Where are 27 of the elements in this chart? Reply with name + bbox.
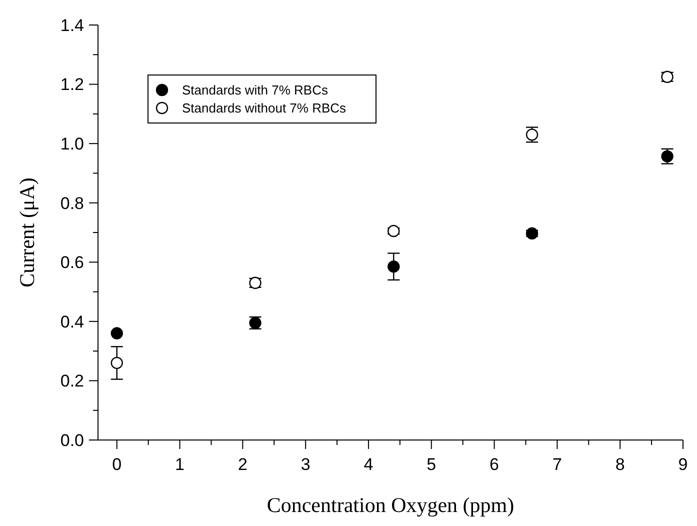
x-tick-label: 4 [364, 455, 374, 474]
y-tick-label: 0.6 [60, 253, 84, 272]
y-tick-label: 0.2 [60, 372, 84, 391]
y-tick-label: 0.0 [60, 430, 84, 450]
y-tick-label: 1.4 [60, 16, 84, 35]
y-axis-title: Current (μA) [15, 178, 39, 288]
x-tick-label: 3 [300, 455, 310, 474]
x-tick-label: 5 [426, 455, 436, 474]
y-tick-label: 1.2 [60, 75, 84, 94]
point [110, 356, 123, 370]
x-tick-label: 2 [238, 455, 248, 474]
legend-label: Standards without 7% RBCs [182, 100, 347, 116]
y-tick-label: 0.8 [60, 194, 84, 213]
x-tick-label: 6 [490, 455, 500, 474]
x-tick-label: 0 [112, 455, 122, 474]
x-axis-title: Concentration Oxygen (ppm) [266, 493, 514, 517]
x-tick-label: 7 [552, 455, 562, 474]
point [388, 260, 400, 273]
y-tick-label: 1.0 [60, 134, 84, 154]
point [110, 327, 123, 340]
y-tick-label: 0.4 [60, 312, 84, 332]
x-tick-label: 1 [175, 455, 185, 474]
point [388, 224, 400, 238]
x-tick-label: 8 [615, 455, 625, 474]
legend-label: Standards with 7% RBCs [182, 82, 328, 98]
point [526, 227, 538, 240]
x-tick-label: 9 [678, 455, 688, 474]
